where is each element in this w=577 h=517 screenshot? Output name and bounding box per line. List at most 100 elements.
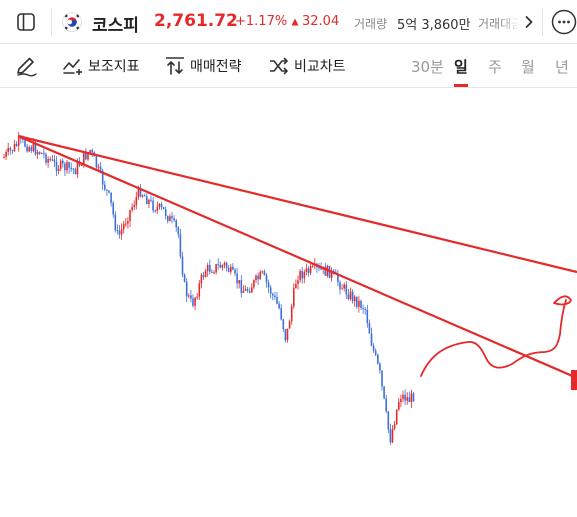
change-value: 32.04 bbox=[291, 14, 339, 29]
candle-body bbox=[112, 202, 114, 215]
candle-body bbox=[267, 282, 270, 288]
candle-body bbox=[167, 215, 169, 222]
candle-body bbox=[175, 220, 177, 228]
candle-body bbox=[70, 167, 72, 169]
candle-body bbox=[152, 200, 154, 211]
candle-body bbox=[192, 298, 194, 306]
candle-body bbox=[211, 271, 213, 273]
shuffle-icon bbox=[270, 57, 288, 75]
period-week[interactable]: 주 bbox=[488, 58, 502, 76]
drawing-tool-button[interactable] bbox=[14, 54, 38, 78]
change-percent: +1.17% bbox=[235, 14, 288, 29]
candle-body bbox=[356, 296, 358, 307]
candle-body bbox=[49, 158, 51, 161]
candle-body bbox=[209, 265, 211, 272]
pen-icon bbox=[17, 57, 37, 77]
candle-body bbox=[377, 354, 379, 364]
candle-body bbox=[97, 166, 100, 168]
candle-body bbox=[200, 275, 203, 284]
candle-body bbox=[30, 147, 33, 151]
candle-body bbox=[276, 297, 278, 304]
candle-body bbox=[183, 274, 186, 282]
candle-body bbox=[230, 266, 232, 272]
freehand-forecast-line[interactable] bbox=[420, 295, 572, 377]
candle-body bbox=[400, 398, 402, 403]
candle-body bbox=[274, 295, 276, 298]
volume-value: 5억 3,860만 bbox=[397, 18, 471, 33]
stock-header: 코스피 2,761.72 +1.17% 32.04 거래량 5억 3,860만 … bbox=[0, 0, 577, 44]
candle-body bbox=[118, 230, 121, 235]
more-horizontal-icon bbox=[551, 9, 577, 35]
candle-body bbox=[110, 192, 112, 203]
candle-body bbox=[244, 289, 247, 291]
candle-body bbox=[324, 266, 327, 276]
trade-strategy-button[interactable]: 매매전략 bbox=[165, 54, 242, 78]
sidebar-toggle-button[interactable] bbox=[8, 8, 44, 36]
candle-body bbox=[106, 189, 108, 191]
candle-body bbox=[131, 207, 133, 211]
candle-body bbox=[360, 300, 362, 308]
candle-body bbox=[383, 386, 385, 399]
candle-body bbox=[311, 265, 314, 267]
candle-body bbox=[303, 271, 306, 279]
candle-body bbox=[393, 424, 396, 429]
period-day[interactable]: 일 bbox=[454, 58, 468, 76]
candle-body bbox=[146, 196, 148, 205]
candle-body bbox=[385, 398, 387, 412]
candle-body bbox=[305, 268, 308, 272]
header-scroll-right-button[interactable] bbox=[518, 10, 540, 34]
candle-body bbox=[261, 271, 264, 273]
candle-body bbox=[24, 139, 26, 147]
candle-body bbox=[194, 297, 196, 306]
candles-group bbox=[3, 132, 415, 445]
candle-body bbox=[116, 230, 119, 232]
candle-body bbox=[307, 268, 310, 273]
candle-body bbox=[309, 266, 312, 273]
compare-chart-button[interactable]: 비교차트 bbox=[269, 54, 346, 78]
candle-body bbox=[9, 148, 12, 151]
period-year[interactable]: 년 bbox=[555, 58, 569, 76]
candle-body bbox=[47, 158, 49, 163]
period-30min[interactable]: 30분 bbox=[411, 58, 444, 76]
candle-body bbox=[55, 161, 58, 171]
header-divider-right bbox=[542, 8, 543, 36]
candle-body bbox=[219, 264, 222, 268]
trendline-handle[interactable] bbox=[571, 370, 577, 390]
candle-body bbox=[217, 264, 219, 266]
candle-body bbox=[253, 280, 255, 288]
price-chart[interactable] bbox=[0, 88, 577, 513]
candle-body bbox=[227, 267, 230, 272]
candle-body bbox=[202, 275, 205, 277]
candle-body bbox=[148, 199, 150, 205]
candle-body bbox=[318, 267, 320, 269]
candle-body bbox=[139, 187, 142, 197]
candle-body bbox=[269, 287, 272, 294]
candle-body bbox=[204, 271, 207, 277]
candle-body bbox=[364, 308, 366, 310]
candle-body bbox=[288, 321, 291, 329]
candle-body bbox=[295, 283, 297, 289]
candle-body bbox=[190, 295, 192, 299]
candle-body bbox=[404, 394, 406, 401]
candle-body bbox=[85, 153, 87, 160]
up-triangle-icon bbox=[291, 18, 299, 25]
candle-body bbox=[41, 152, 43, 154]
candle-body bbox=[206, 265, 209, 272]
candle-body bbox=[154, 210, 156, 212]
candle-body bbox=[366, 309, 369, 324]
indicator-button[interactable]: 보조지표 bbox=[63, 54, 140, 78]
candle-body bbox=[290, 306, 293, 322]
more-options-button[interactable] bbox=[551, 9, 577, 35]
period-month[interactable]: 월 bbox=[521, 58, 535, 76]
candle-body bbox=[72, 168, 75, 170]
candle-body bbox=[272, 293, 274, 296]
trendline-upper[interactable] bbox=[17, 134, 577, 274]
candle-body bbox=[398, 402, 400, 410]
candle-body bbox=[246, 289, 249, 291]
trade-strategy-label: 매매전략 bbox=[190, 59, 242, 75]
period-selected-indicator bbox=[454, 84, 468, 87]
candlestick-chart-canvas[interactable] bbox=[0, 88, 577, 513]
candle-body bbox=[114, 214, 117, 231]
candle-body bbox=[282, 319, 285, 330]
trendline-lower[interactable] bbox=[17, 134, 577, 380]
